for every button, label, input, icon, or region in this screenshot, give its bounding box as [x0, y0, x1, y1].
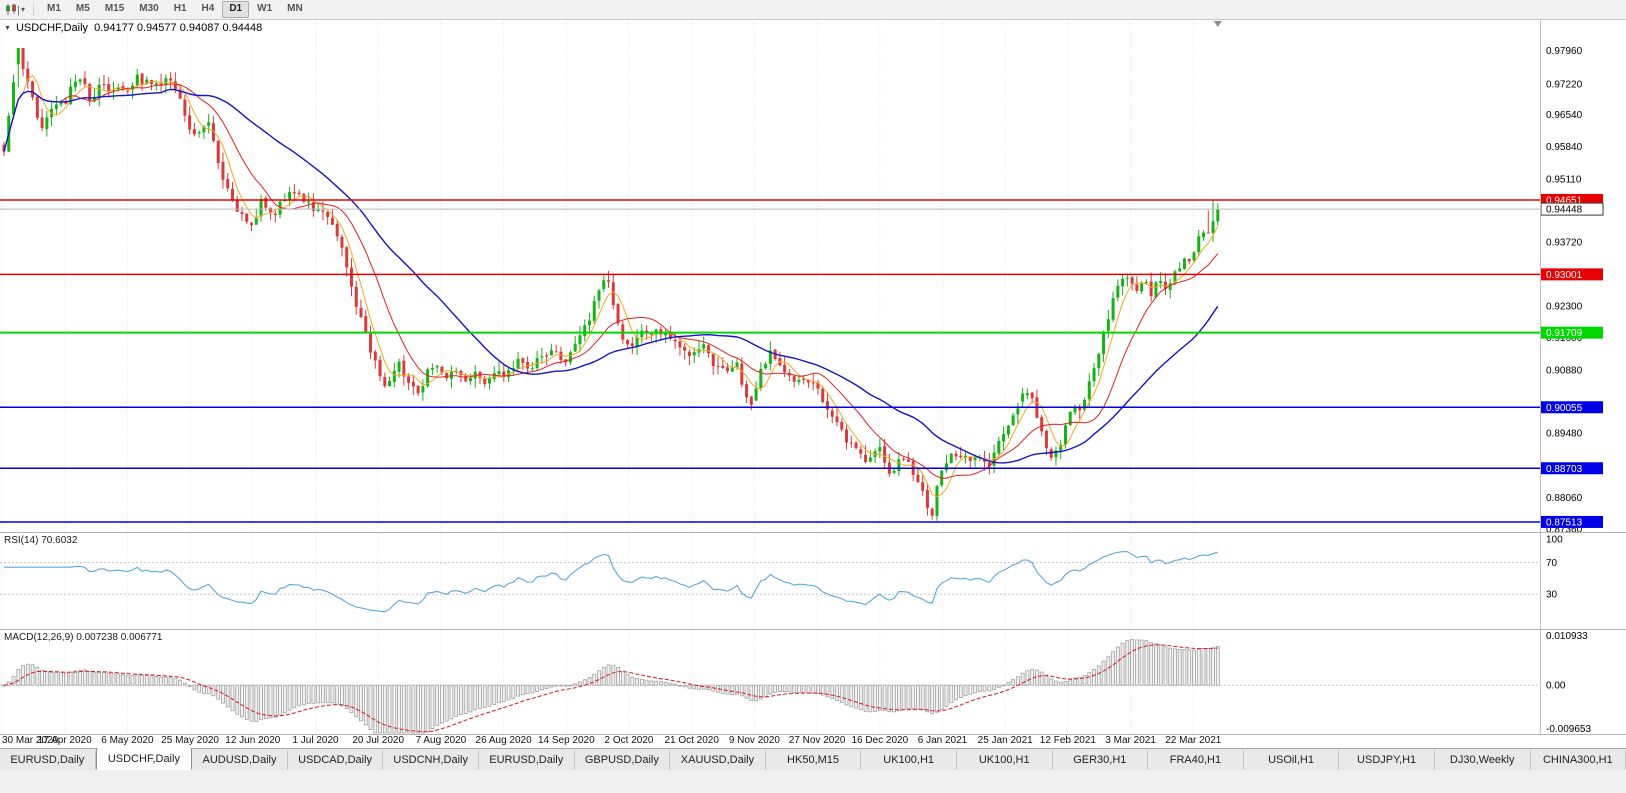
chart-ohlc: 0.94177 0.94577 0.94087 0.94448 — [94, 22, 263, 34]
chart-type-icon[interactable] — [5, 3, 20, 16]
date-label: 30 Mar 2020 — [2, 735, 59, 746]
svg-text:0.87513: 0.87513 — [1546, 517, 1583, 528]
time-axis[interactable]: 30 Mar 2020 17 Apr 2020 6 May 2020 25 May 2… — [0, 734, 1626, 748]
timeframe-w1[interactable]: W1 — [257, 3, 273, 14]
date-label: 26 Aug 2020 — [475, 735, 532, 746]
svg-text:0.94448: 0.94448 — [1546, 205, 1583, 216]
tab-dj30-weekly[interactable]: DJ30,Weekly — [1435, 750, 1531, 770]
timeframe-mn[interactable]: MN — [287, 3, 303, 14]
toolbar-separator — [33, 3, 35, 16]
tab-gbpusd-daily[interactable]: GBPUSD,Daily — [575, 750, 671, 770]
svg-text:0.97220: 0.97220 — [1546, 80, 1583, 91]
date-label: 6 May 2020 — [101, 735, 154, 746]
date-label: 16 Dec 2020 — [851, 735, 909, 746]
tab-eurusd-daily[interactable]: EURUSD,Daily — [0, 750, 96, 770]
svg-text:0.95840: 0.95840 — [1546, 142, 1583, 153]
toolbar: ▾ M1 M5 M15 M30 H1 H4 D1 W1 MN — [0, 0, 1626, 20]
date-label: 21 Oct 2020 — [664, 735, 719, 746]
tab-china300-h1[interactable]: CHINA300,H1 — [1531, 750, 1626, 770]
date-label: 12 Feb 2021 — [1039, 735, 1096, 746]
svg-text:0.88703: 0.88703 — [1546, 464, 1583, 475]
timeframe-m15[interactable]: M15 — [104, 3, 125, 14]
tab-usdcad-daily[interactable]: USDCAD,Daily — [288, 750, 384, 770]
chart-type-caret-icon[interactable]: ▾ — [21, 5, 26, 14]
svg-text:0.89480: 0.89480 — [1546, 429, 1583, 440]
macd-label: MACD(12,26,9) 0.007238 0.006771 — [4, 632, 163, 643]
svg-text:0.010933: 0.010933 — [1546, 631, 1588, 642]
svg-text:0.92300: 0.92300 — [1546, 301, 1583, 312]
chart-header: ▼ USDCHF,Daily 0.94177 0.94577 0.94087 0… — [4, 22, 262, 34]
svg-text:0.00: 0.00 — [1546, 681, 1566, 692]
svg-text:0.88060: 0.88060 — [1546, 493, 1583, 504]
tab-ger30-h1[interactable]: GER30,H1 — [1053, 750, 1149, 770]
tab-audusd-daily[interactable]: AUDUSD,Daily — [192, 750, 288, 770]
date-label: 2 Oct 2020 — [604, 735, 654, 746]
date-label: 12 Jun 2020 — [225, 735, 281, 746]
svg-text:0.96540: 0.96540 — [1546, 110, 1583, 121]
svg-text:0.90880: 0.90880 — [1546, 366, 1583, 377]
macd-panel-resize-handle[interactable] — [0, 629, 1626, 630]
timeframe-h1[interactable]: H1 — [173, 3, 187, 14]
chart-symbol: USDCHF,Daily — [15, 22, 89, 34]
tab-uk100-h1[interactable]: UK100,H1 — [861, 750, 957, 770]
svg-text:0.95110: 0.95110 — [1546, 175, 1582, 186]
svg-text:-0.009653: -0.009653 — [1546, 724, 1591, 734]
date-label: 17 Apr 2020 — [37, 735, 92, 746]
macd-chart[interactable]: 0.010933 0.00 -0.009653 — [0, 630, 1626, 734]
svg-text:0.93720: 0.93720 — [1546, 237, 1583, 248]
date-label: 22 Mar 2021 — [1165, 735, 1222, 746]
one-click-trading-icon[interactable]: ▼ — [4, 24, 11, 32]
date-label: 14 Sep 2020 — [537, 735, 595, 746]
chart-tabs: EURUSD,Daily USDCHF,Daily AUDUSD,Daily USDC… — [0, 747, 1626, 770]
date-label: 1 Jul 2020 — [292, 735, 339, 746]
date-label: 20 Jul 2020 — [352, 735, 405, 746]
rsi-label: RSI(14) 70.6032 — [4, 535, 78, 546]
tab-usoil-h1[interactable]: USOil,H1 — [1244, 750, 1340, 770]
tab-uk100-h1[interactable]: UK100,H1 — [957, 750, 1053, 770]
svg-text:0.87360: 0.87360 — [1546, 524, 1583, 532]
timeframe-m30[interactable]: M30 — [139, 3, 159, 14]
tab-hk50-m15[interactable]: HK50,M15 — [766, 750, 862, 770]
svg-text:70: 70 — [1546, 558, 1558, 569]
date-label: 3 Mar 2021 — [1105, 735, 1156, 746]
tab-usdchf-daily[interactable]: USDCHF,Daily — [95, 747, 193, 770]
tab-usdcnh-daily[interactable]: USDCNH,Daily — [383, 750, 479, 770]
svg-text:0.97960: 0.97960 — [1546, 46, 1583, 57]
timeframe-buttons: M1 M5 M15 M30 H1 H4 D1 W1 MN — [40, 1, 310, 18]
tab-fra40-h1[interactable]: FRA40,H1 — [1148, 750, 1244, 770]
tab-usdjpy-h1[interactable]: USDJPY,H1 — [1339, 750, 1435, 770]
date-label: 9 Nov 2020 — [728, 735, 780, 746]
svg-text:100: 100 — [1546, 534, 1563, 545]
price-chart-panel[interactable]: 0.97960 0.97220 0.96540 0.95840 0.95110 0.937… — [0, 20, 1626, 532]
macd-panel[interactable]: 0.010933 0.00 -0.009653 MACD(12,26,9) 0.00… — [0, 630, 1626, 734]
svg-text:0.90055: 0.90055 — [1546, 403, 1583, 414]
svg-text:0.93001: 0.93001 — [1546, 270, 1583, 281]
svg-text:0.94651: 0.94651 — [1546, 195, 1583, 206]
svg-text:30: 30 — [1546, 590, 1558, 601]
rsi-panel[interactable]: 100 70 30 RSI(14) 70.6032 — [0, 533, 1626, 629]
date-label: 27 Nov 2020 — [788, 735, 846, 746]
timeframe-h4[interactable]: H4 — [201, 3, 215, 14]
timeframe-m1[interactable]: M1 — [47, 3, 61, 14]
rsi-panel-resize-handle[interactable] — [0, 532, 1626, 533]
date-label: 6 Jan 2021 — [917, 735, 968, 746]
timeframe-m5[interactable]: M5 — [75, 3, 90, 14]
price-chart[interactable]: 0.97960 0.97220 0.96540 0.95840 0.95110 0.937… — [0, 20, 1626, 532]
status-strip — [0, 770, 1626, 793]
date-label: 25 Jan 2021 — [977, 735, 1033, 746]
tab-eurusd-daily[interactable]: EURUSD,Daily — [479, 750, 575, 770]
svg-text:0.91709: 0.91709 — [1546, 328, 1583, 339]
date-label: 7 Aug 2020 — [415, 735, 467, 746]
timeframe-d1[interactable]: D1 — [222, 1, 250, 18]
date-label: 25 May 2020 — [161, 735, 220, 746]
rsi-chart[interactable]: 100 70 30 — [0, 533, 1626, 629]
tab-xauusd-daily[interactable]: XAUUSD,Daily — [670, 750, 766, 770]
